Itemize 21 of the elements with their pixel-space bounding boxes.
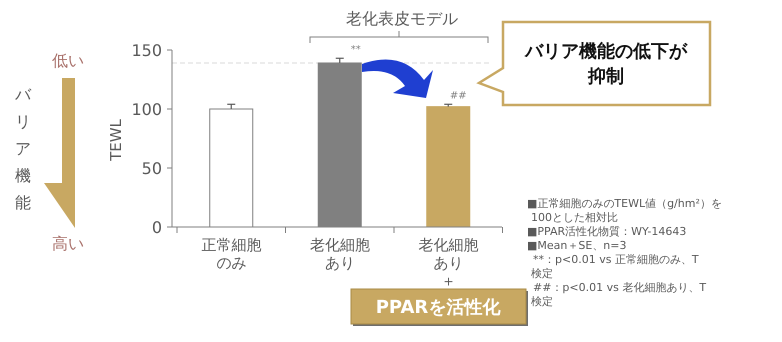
y-axis-title: TEWL xyxy=(107,118,125,162)
text: PPARを活性化 xyxy=(376,297,502,318)
annotation: ** xyxy=(350,44,361,56)
text: ■Mean＋SE、n=3 xyxy=(527,239,626,252)
y-tick-label: 50 xyxy=(142,159,162,178)
y-tick-label: 100 xyxy=(131,100,162,119)
text: **：p<0.01 vs 正常細胞のみ、T検定 xyxy=(531,253,699,280)
text: 老化表皮モデル xyxy=(346,9,458,28)
text: 低い xyxy=(52,51,84,70)
y-tick-label: 0 xyxy=(152,218,162,237)
text: 高い xyxy=(52,234,84,253)
x-tick-label: 老化細胞あり xyxy=(310,236,370,272)
text: ■正常細胞のみのTEWL値（g/hm²）を100とした相対比 xyxy=(527,197,722,224)
annotation: ## xyxy=(450,90,467,102)
text: ■PPAR活性化物質：WY-14643 xyxy=(527,225,686,238)
y-tick-label: 150 xyxy=(131,41,162,60)
x-tick-label: 老化細胞あり＋ xyxy=(418,236,478,290)
x-tick-label: 正常細胞のみ xyxy=(201,236,262,272)
text: ##：p<0.01 vs 老化細胞あり、T検定 xyxy=(531,281,706,308)
text: バリア機能の低下が抑制 xyxy=(524,41,688,87)
text: バリア機能 xyxy=(14,85,32,212)
